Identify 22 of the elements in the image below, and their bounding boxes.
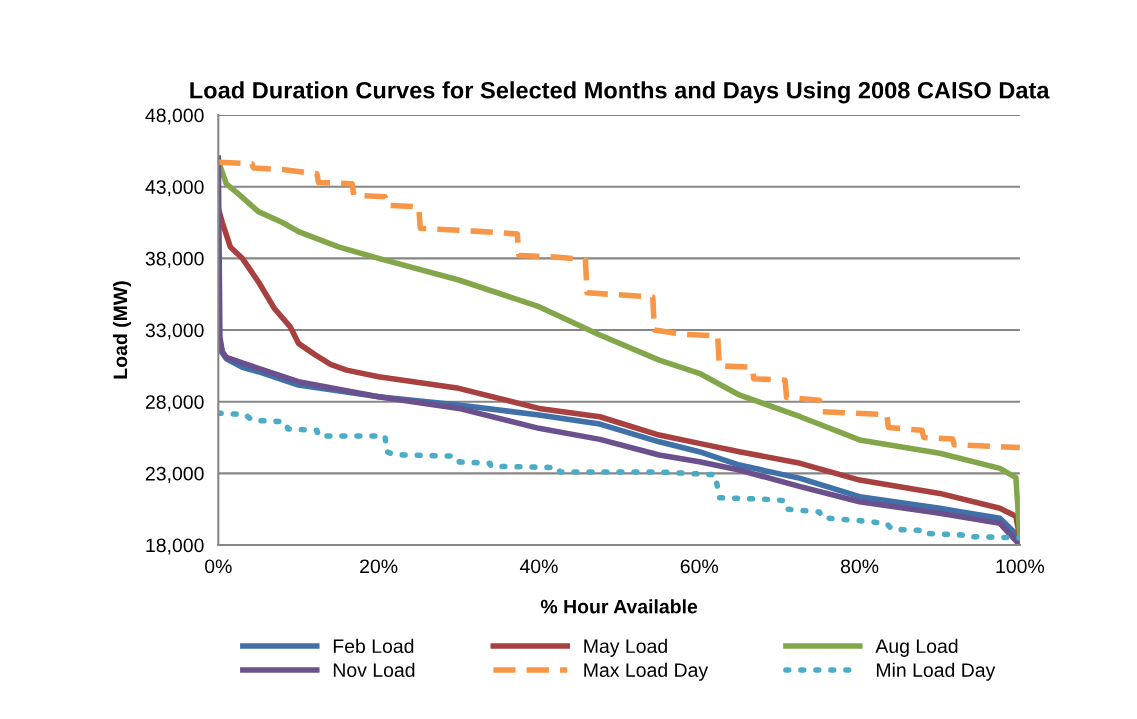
x-tick-label: 40% [519, 559, 558, 574]
x-tick-label: 100% [996, 559, 1045, 574]
legend-label: Nov Load [333, 662, 415, 678]
y-tick-label: 43,000 [145, 180, 204, 197]
y-tick-label: 38,000 [145, 251, 204, 268]
y-tick-label: 23,000 [145, 466, 204, 483]
legend-label: May Load [584, 638, 667, 657]
y-axis-title: Load (MW) [112, 281, 132, 379]
y-tick-label: 33,000 [145, 323, 204, 340]
legend-label: Feb Load [333, 638, 414, 654]
legend-label: Min Load Day [876, 662, 996, 681]
chart-title: Load Duration Curves for Selected Months and Days Using 2008 CAISO Data [190, 81, 1050, 104]
legend-label: Aug Load [875, 638, 958, 657]
y-tick-label: 48,000 [145, 108, 204, 125]
y-tick-label: 28,000 [145, 395, 204, 412]
x-axis-title: % Hour Available [540, 599, 698, 614]
x-tick-label: 20% [360, 559, 398, 574]
y-tick-label: 18,000 [146, 538, 204, 555]
x-tick-label: 60% [680, 559, 719, 574]
x-tick-label: 0% [205, 559, 232, 574]
x-tick-label: 80% [840, 559, 879, 574]
legend-label: Max Load Day [584, 662, 709, 681]
